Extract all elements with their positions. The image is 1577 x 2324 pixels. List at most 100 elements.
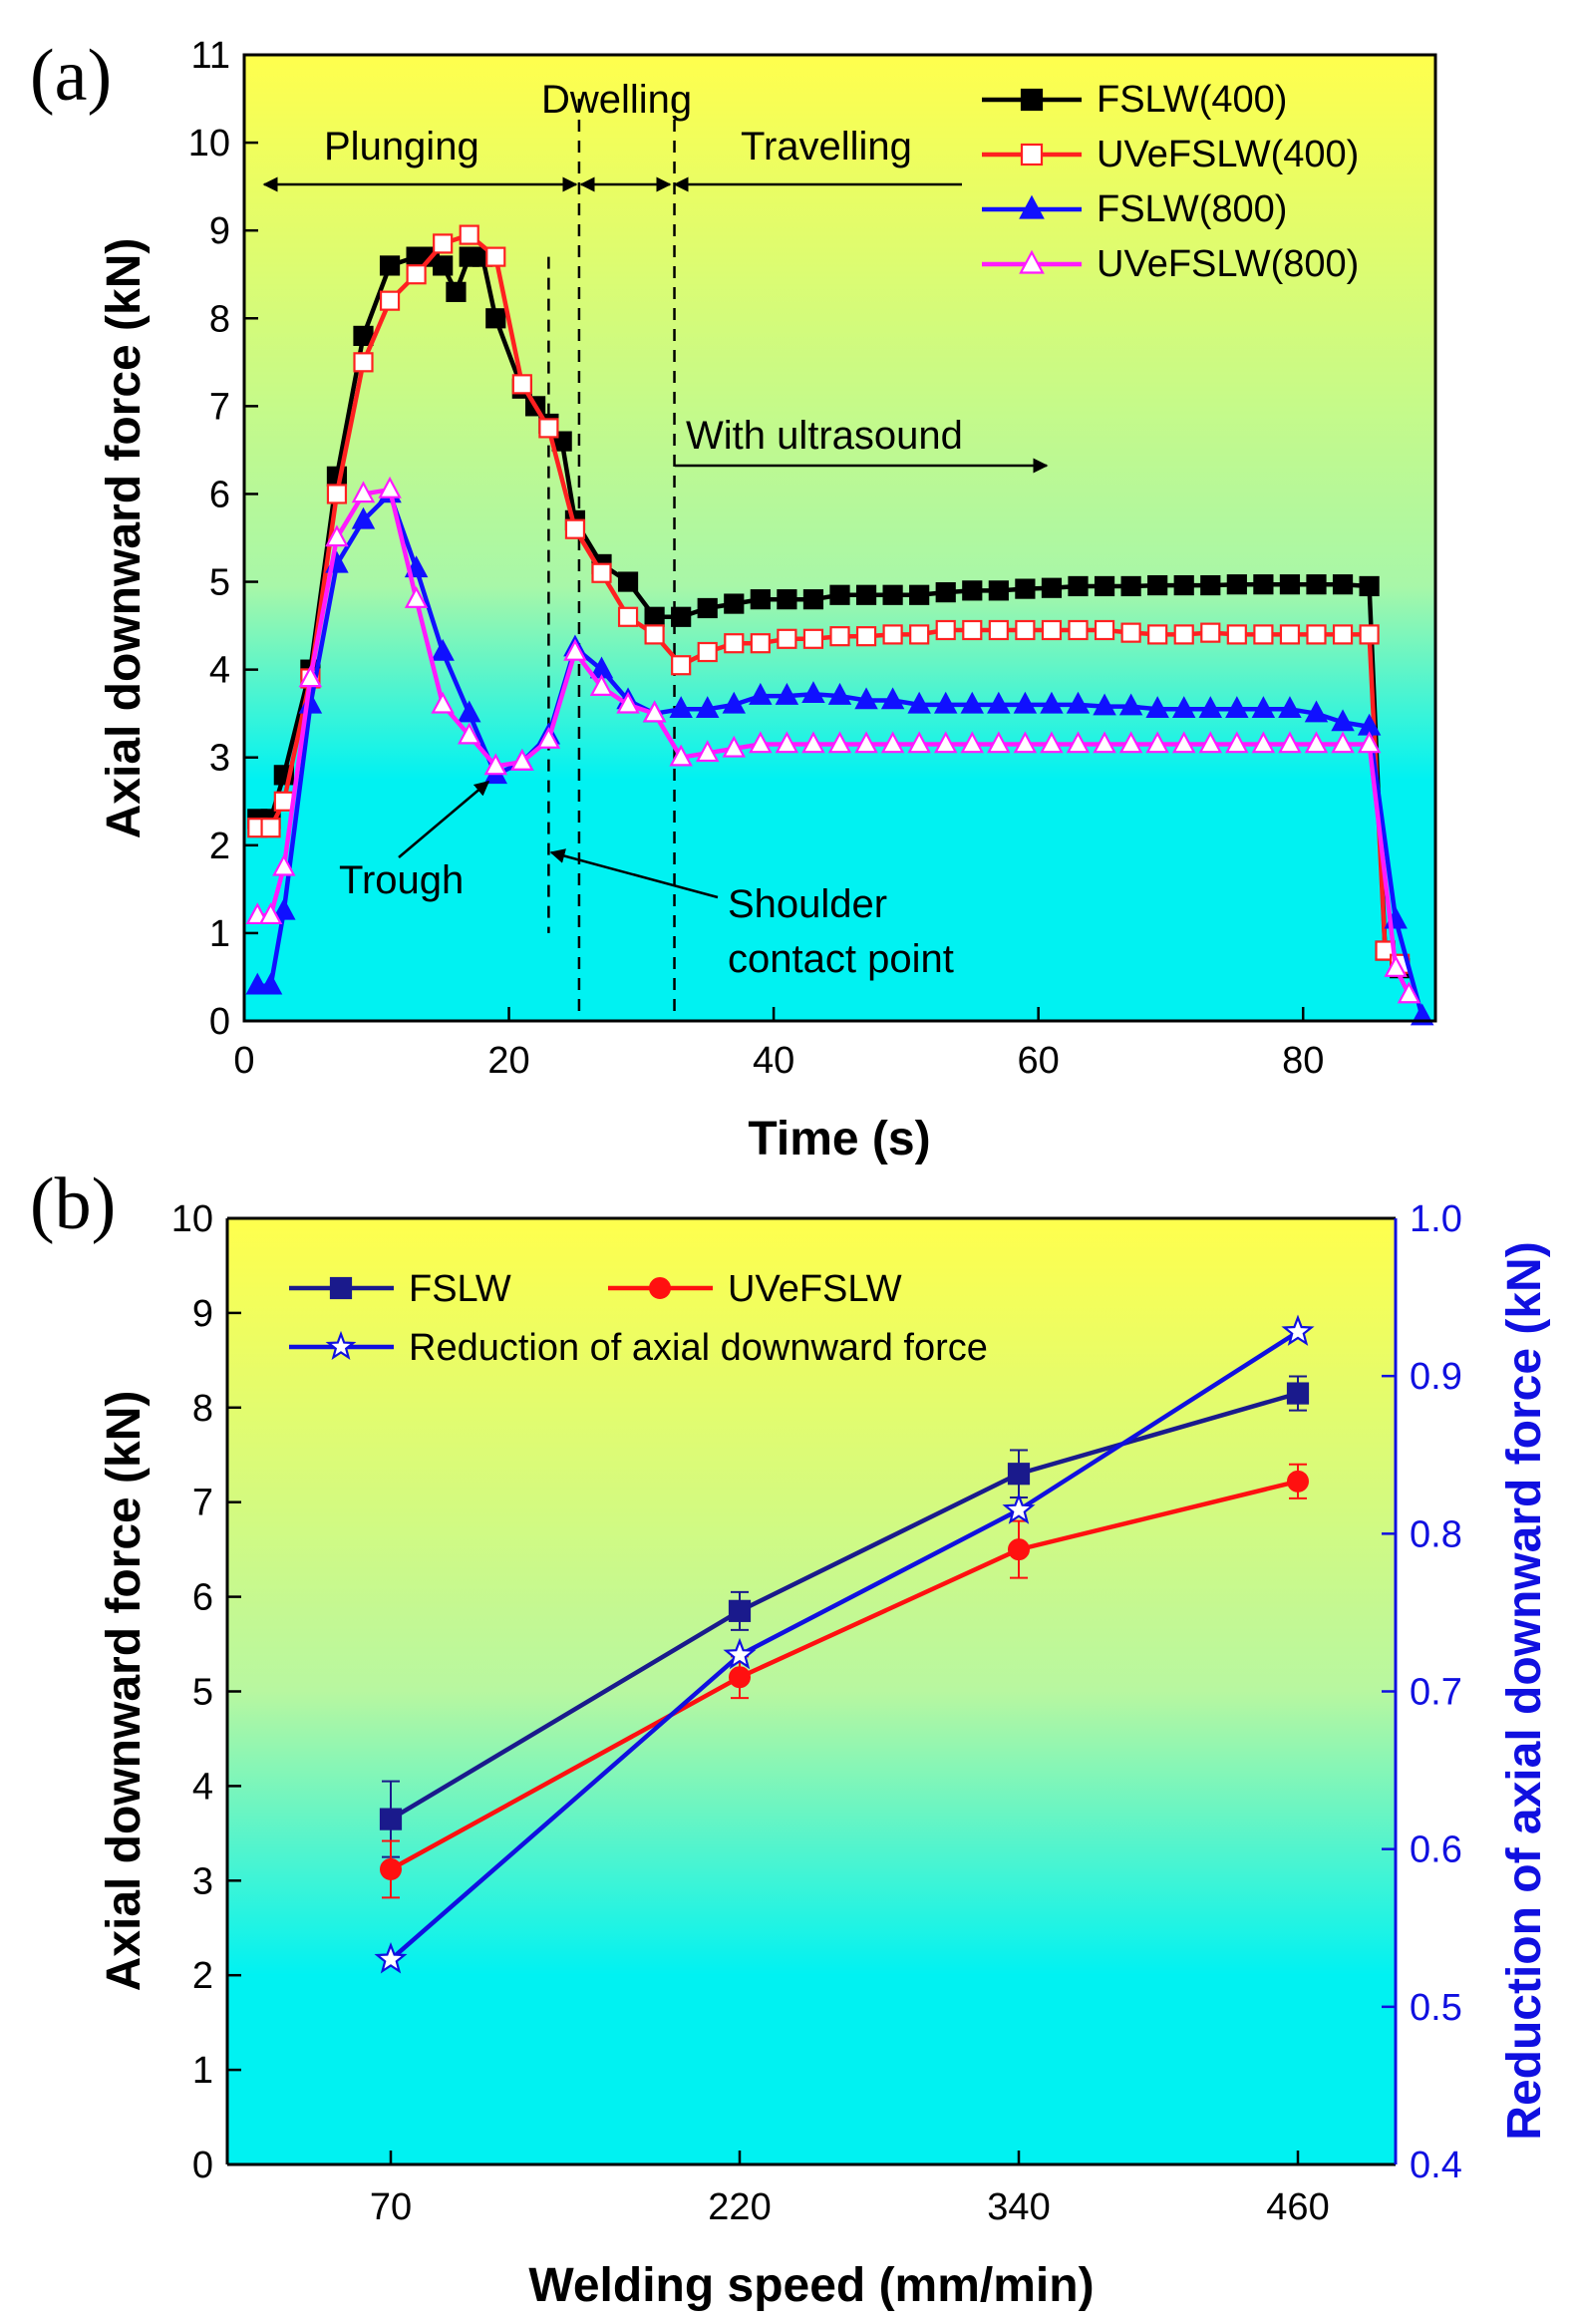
panel-a-point [272,853,296,876]
panel-a-ytick-label: 11 [191,35,230,77]
panel-b-point [1286,1382,1310,1405]
panel-a-point [1093,693,1116,716]
panel-a-point [538,418,559,439]
legend-a-fslw400: FSLW(400) [1097,79,1287,121]
panel-a-point [697,597,718,619]
panel-b-ytick-label: 3 [192,1860,213,1902]
panel-a-point [1226,574,1247,595]
panel-a-point [260,818,281,838]
panel-b-y2tick-label: 0.8 [1410,1513,1462,1555]
panel-a-ytick-label: 1 [209,913,230,955]
panel-a-xlabel: Time (s) [748,1113,930,1165]
panel-a-ytick-label: 3 [209,738,230,780]
panel-a-point [987,691,1011,714]
panel-b-line-UVeFSLW [389,1479,1299,1871]
panel-a-point [827,731,852,754]
panel-b-xtick-label: 340 [987,2186,1050,2228]
panel-a-point [1304,700,1329,723]
panel-a-point [457,722,481,745]
panel-a-point [378,476,402,498]
panel-a-point [882,624,903,645]
panel-a-point [1279,574,1301,595]
panel-a-point [1331,709,1355,732]
panel-a-point [591,562,612,583]
panel-a: (a) 0 1 2 3 4 5 6 7 8 9 10 11 0 20 40 60 80 Plunging Dwe… [30,35,1437,1165]
panel-b-y2label: Reduction of axial downward force (kN) [1498,1241,1551,2140]
panel-a-point [1068,619,1089,641]
panel-a-point [258,902,283,925]
panel-a-point [258,972,283,995]
legend-a-uvefslw800: UVeFSLW(800) [1097,243,1359,285]
panel-a-point [1306,624,1327,645]
panel-a-ytick-label: 9 [209,210,230,252]
panel-a-point [777,628,797,649]
panel-a-point [485,246,506,267]
travelling-label: Travelling [741,125,912,168]
panel-a-point [722,691,747,714]
panel-b-ytick-label: 9 [192,1293,213,1335]
panel-a-point [775,731,799,754]
panel-a-point [854,731,878,754]
panel-a-point [325,524,349,547]
panel-a-point [457,700,481,723]
panel-a-line-UVeFSLW(400) [257,232,1402,966]
panel-b-xtick-label: 460 [1266,2186,1329,2228]
panel-a-point [1332,574,1354,595]
panel-a-point [404,586,429,608]
panel-a-point [669,696,693,719]
panel-a-point [802,628,824,649]
panel-b-ytick-label: 1 [192,2050,213,2092]
legend-b-fslw: FSLW [409,1268,511,1310]
panel-a-ytick-label: 2 [209,826,230,867]
panel-a-point [1253,574,1274,595]
panel-b-ytick-label: 0 [192,2145,213,2186]
panel-a-point [1068,575,1089,597]
panel-a-point [1120,575,1141,597]
panel-a-point [1145,696,1169,719]
panel-a-point [909,584,930,605]
panel-a-line-FSLW(800) [257,492,1424,1018]
panel-a-point [802,589,824,610]
panel-a-point [880,687,905,710]
panel-b-line-FSLW [389,1391,1299,1822]
panel-a-ytick-label: 0 [209,1001,230,1043]
panel-b-y2tick-label: 1.0 [1410,1198,1462,1240]
panel-a-point [933,731,958,754]
panel-a-point [933,691,958,714]
panel-a-point [669,744,693,767]
panel-b-label: (b) [30,1163,116,1245]
panel-a-phase-lines [547,99,676,1021]
panel-a-point [988,619,1009,641]
panel-a-point [1040,731,1064,754]
panel-a-point [1015,619,1036,641]
panel-a-point [988,580,1009,601]
panel-a-point [1173,624,1194,645]
panel-a-xtick-label: 40 [753,1040,794,1082]
panel-a-point [510,749,534,771]
panel-a-point [882,584,903,605]
panel-a-point [749,682,773,705]
panel-a-point [1066,691,1091,714]
panel-a-point [1225,731,1249,754]
panel-a-point [1120,622,1141,643]
panel-a-point [695,740,720,763]
panel-a-point [1041,577,1063,598]
panel-b-series [374,1314,1315,1974]
panel-a-point [907,691,931,714]
panel-a-ylabel: Axial downward force (kN) [98,238,151,839]
panel-a-label: (a) [30,35,112,117]
panel-a-point [671,606,692,627]
panel-b-line-Reduction of axial downward force [389,1330,1300,1962]
panel-b-ytick-label: 5 [192,1672,213,1714]
ultrasound-label: With ultrasound [686,414,963,458]
panel-a-series [245,224,1434,1026]
panel-a-point [536,726,561,749]
panel-b-y2tick-label: 0.4 [1410,2145,1462,2186]
legend-b-marker [325,1330,357,1361]
panel-a-point [1200,622,1221,643]
legend-a-marker [1020,88,1044,112]
legend-b-uvefslw: UVeFSLW [728,1268,902,1310]
panel-b-point [1002,1493,1036,1524]
panel-a-point [775,682,799,705]
panel-b-y2tick-label: 0.7 [1410,1672,1462,1714]
